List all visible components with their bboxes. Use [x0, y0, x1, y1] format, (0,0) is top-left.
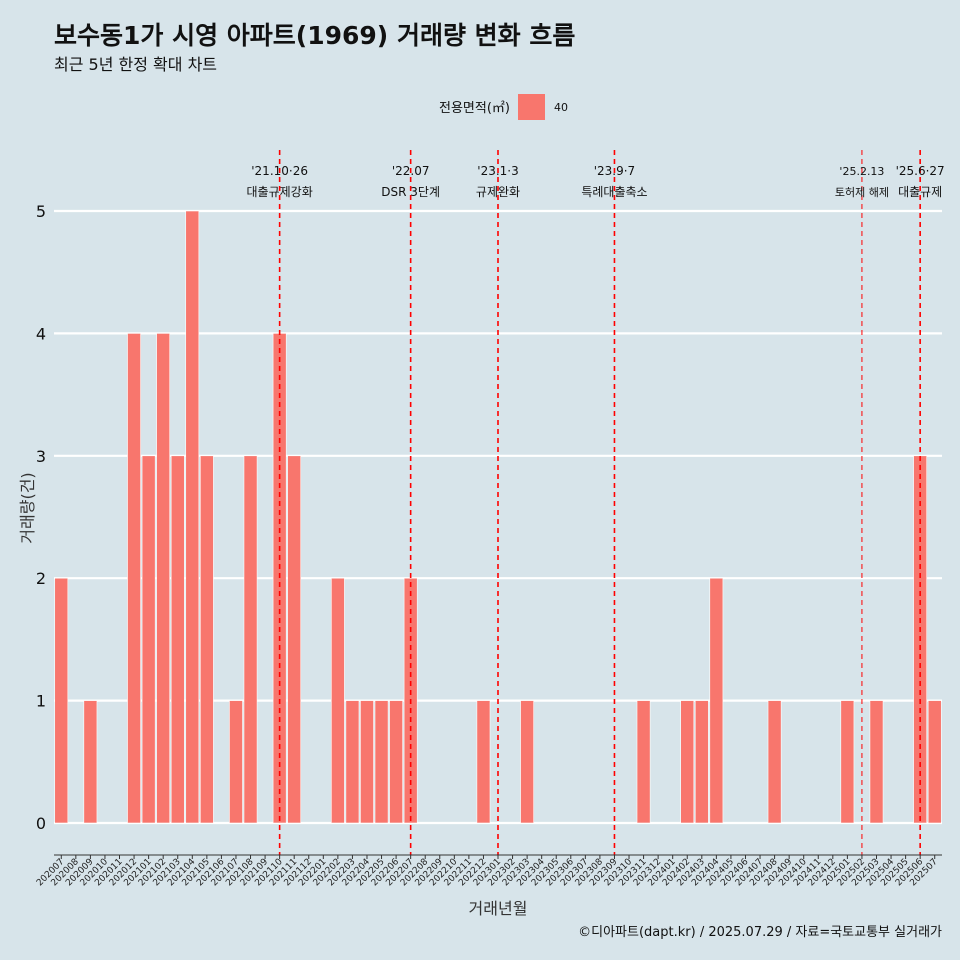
annotation-label: 대출규제	[898, 185, 942, 199]
bar	[229, 700, 243, 824]
annotation-label: DSR 3단계	[381, 185, 440, 199]
y-tick-label: 0	[36, 814, 46, 833]
x-axis-title: 거래년월	[469, 899, 528, 918]
annotation-date: '22.07	[392, 164, 430, 178]
chart-title: 보수동1가 시영 아파트(1969) 거래량 변화 흐름	[54, 21, 575, 50]
annotation-label: 규제완화	[476, 185, 520, 199]
annotation-label: 토허제 해제	[835, 185, 889, 199]
y-tick-label: 3	[36, 447, 46, 466]
annotation-date: '23.9·7	[594, 164, 635, 178]
annotation-label: 대출규제강화	[247, 185, 313, 199]
bar	[345, 700, 360, 824]
bar	[694, 700, 709, 824]
annotations: '21.10·26 대출규제강화 '22.07 DSR 3단계 '23.1·3 규제완화 '…	[247, 150, 945, 855]
bar	[331, 577, 345, 824]
legend-title: 전용면적(㎡)	[439, 101, 510, 116]
bar	[709, 577, 724, 824]
legend-swatch	[518, 94, 545, 120]
y-tick-label: 4	[36, 324, 46, 343]
bar	[767, 700, 782, 824]
bar	[185, 210, 200, 824]
y-tick-label: 1	[36, 692, 46, 711]
bar	[636, 700, 651, 824]
bar	[360, 700, 374, 824]
bar	[520, 700, 534, 824]
bar	[54, 577, 69, 824]
legend: 전용면적(㎡) 40	[439, 94, 568, 120]
y-axis-title: 거래량(건)	[18, 472, 37, 543]
x-axis: 2020072020082020092020102020112020122021…	[35, 854, 942, 888]
bar	[200, 455, 214, 824]
bar	[287, 455, 302, 824]
bar	[869, 700, 884, 824]
bar	[243, 455, 258, 824]
bar	[389, 700, 403, 824]
bar	[156, 333, 171, 824]
annotation-date: '23.1·3	[477, 164, 518, 178]
annotation-date: '25.6·27	[896, 164, 945, 178]
bar	[127, 333, 141, 824]
legend-label: 40	[554, 101, 568, 114]
bar	[170, 455, 185, 824]
bar	[476, 700, 491, 824]
bar	[840, 700, 855, 824]
y-tick-label: 5	[36, 202, 46, 221]
annotation-date: '25.2.13	[839, 165, 884, 178]
bar	[680, 700, 695, 824]
chart-subtitle: 최근 5년 한정 확대 차트	[54, 55, 217, 74]
bar	[927, 700, 942, 824]
annotation-date: '21.10·26	[251, 164, 308, 178]
y-axis: 0 1 2 3 4 5	[36, 202, 46, 833]
bar	[83, 700, 98, 824]
y-tick-label: 2	[36, 569, 46, 588]
bars	[54, 210, 942, 824]
bar	[141, 455, 156, 824]
bar	[374, 700, 389, 824]
caption: ©디아파트(dapt.kr) / 2025.07.29 / 자료=국토교통부 실…	[578, 925, 942, 940]
annotation-label: 특례대출축소	[581, 185, 647, 199]
